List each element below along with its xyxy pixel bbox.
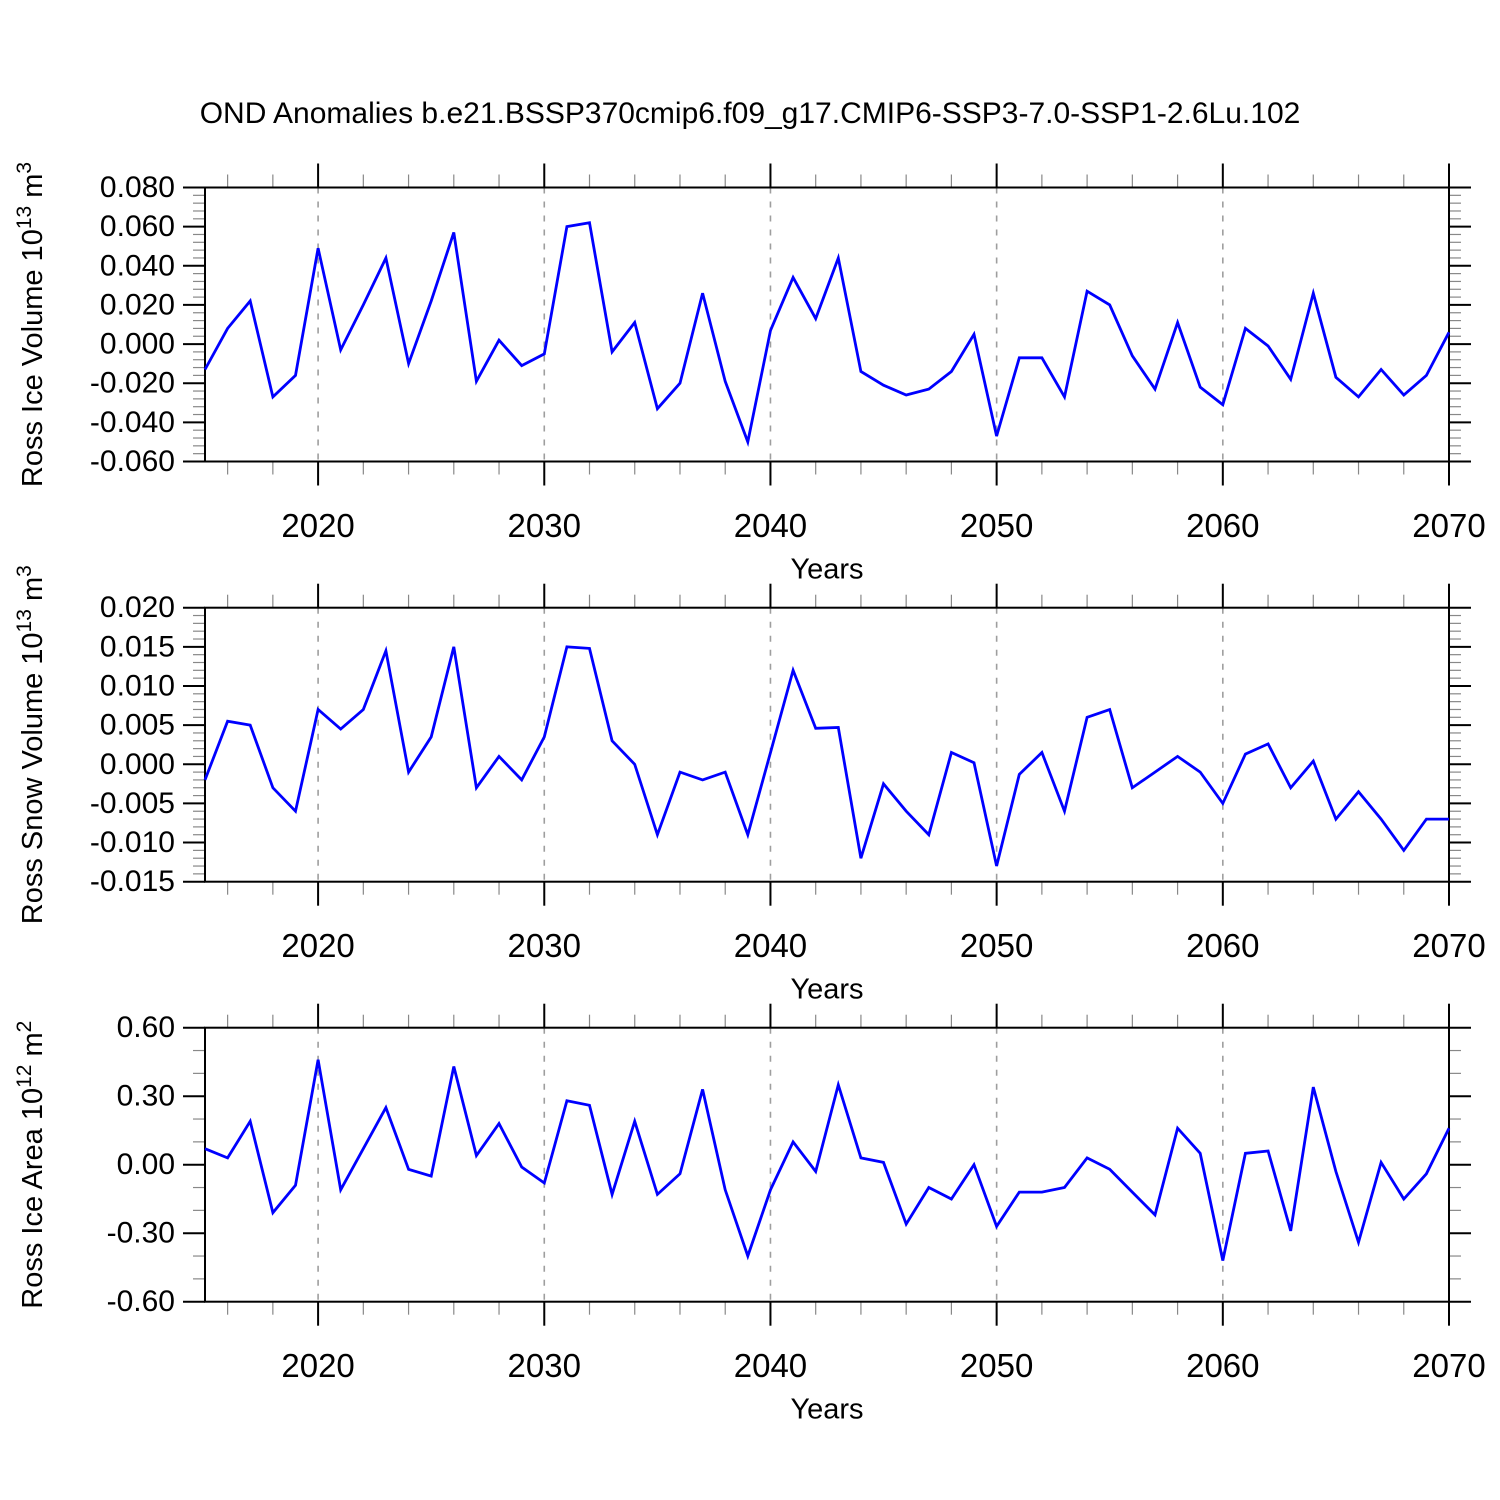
x-tick-label: 2050 xyxy=(960,1347,1033,1384)
x-tick-label: 2030 xyxy=(508,1347,581,1384)
plot-border xyxy=(204,1026,1450,1303)
x-axis-title: Years xyxy=(790,1394,863,1426)
x-tick-label: 2060 xyxy=(1186,507,1259,544)
x-tick-label: 2030 xyxy=(508,927,581,964)
x-tick-label: 2070 xyxy=(1412,927,1485,964)
x-tick-label: 2020 xyxy=(281,927,354,964)
plot-border xyxy=(204,606,1450,883)
y-tick-label: 0.080 xyxy=(100,171,175,204)
x-tick-label: 2020 xyxy=(281,1347,354,1384)
y-tick-label: 0.000 xyxy=(100,328,175,361)
y-axis-title: Ross Snow Volume 1013 m3 xyxy=(13,565,49,924)
y-tick-label: -0.060 xyxy=(90,445,175,478)
panel-ross-ice-area: 0.60 0.30 0.00 -0.30 -0.60 2020 2030 2040 2050 20… xyxy=(13,1003,1486,1426)
x-tick-label: 2070 xyxy=(1412,507,1485,544)
panel-ross-snow-volume: 0.020 0.015 0.010 0.005 0.000 -0.005 -0.010 -0.… xyxy=(13,565,1486,1006)
y-tick-label: 0.015 xyxy=(100,630,175,663)
y-tick-label: 0.020 xyxy=(100,288,175,321)
y-tick-label: 0.060 xyxy=(100,210,175,243)
y-tick-label: 0.010 xyxy=(100,669,175,702)
y-tick-label: -0.010 xyxy=(90,826,175,859)
x-tick-label: 2060 xyxy=(1186,1347,1259,1384)
x-tick-label: 2050 xyxy=(960,507,1033,544)
y-tick-label: 0.30 xyxy=(117,1080,175,1113)
y-tick-label: -0.60 xyxy=(107,1285,175,1318)
x-tick-label: 2060 xyxy=(1186,927,1259,964)
panel-ross-ice-volume: 0.080 0.060 0.040 0.020 0.000 -0.020 -0.040 -0.… xyxy=(13,162,1486,586)
page-title: OND Anomalies b.e21.BSSP370cmip6.f09_g17… xyxy=(199,97,1301,130)
y-axis-title: Ross Ice Area 1012 m2 xyxy=(13,1021,49,1309)
data-line-ross-snow-volume xyxy=(203,645,1449,867)
y-tick-label: -0.005 xyxy=(90,787,175,820)
y-tick-label: 0.020 xyxy=(100,591,175,624)
y-tick-label: -0.040 xyxy=(90,406,175,439)
data-line-ross-ice-volume xyxy=(203,221,1451,447)
x-tick-label: 2040 xyxy=(734,927,807,964)
y-tick-label: -0.020 xyxy=(90,367,175,400)
x-axis-title: Years xyxy=(790,974,863,1006)
y-tick-label: 0.00 xyxy=(117,1148,175,1181)
x-axis-title: Years xyxy=(790,554,863,586)
y-tick-label: 0.000 xyxy=(100,748,175,781)
y-tick-label: -0.015 xyxy=(90,865,175,898)
x-tick-label: 2050 xyxy=(960,927,1033,964)
y-tick-label: -0.30 xyxy=(107,1217,175,1250)
y-tick-label: 0.040 xyxy=(100,249,175,282)
x-tick-label: 2040 xyxy=(734,1347,807,1384)
y-axis-title: Ross Ice Volume 1013 m3 xyxy=(13,162,49,487)
x-tick-label: 2040 xyxy=(734,507,807,544)
x-tick-label: 2020 xyxy=(281,507,354,544)
x-tick-label: 2030 xyxy=(508,507,581,544)
y-tick-label: 0.005 xyxy=(100,709,175,742)
x-tick-label: 2070 xyxy=(1412,1347,1485,1384)
plot-border xyxy=(204,186,1450,463)
y-tick-label: 0.60 xyxy=(117,1011,175,1044)
data-line-ross-ice-area xyxy=(204,1059,1451,1261)
